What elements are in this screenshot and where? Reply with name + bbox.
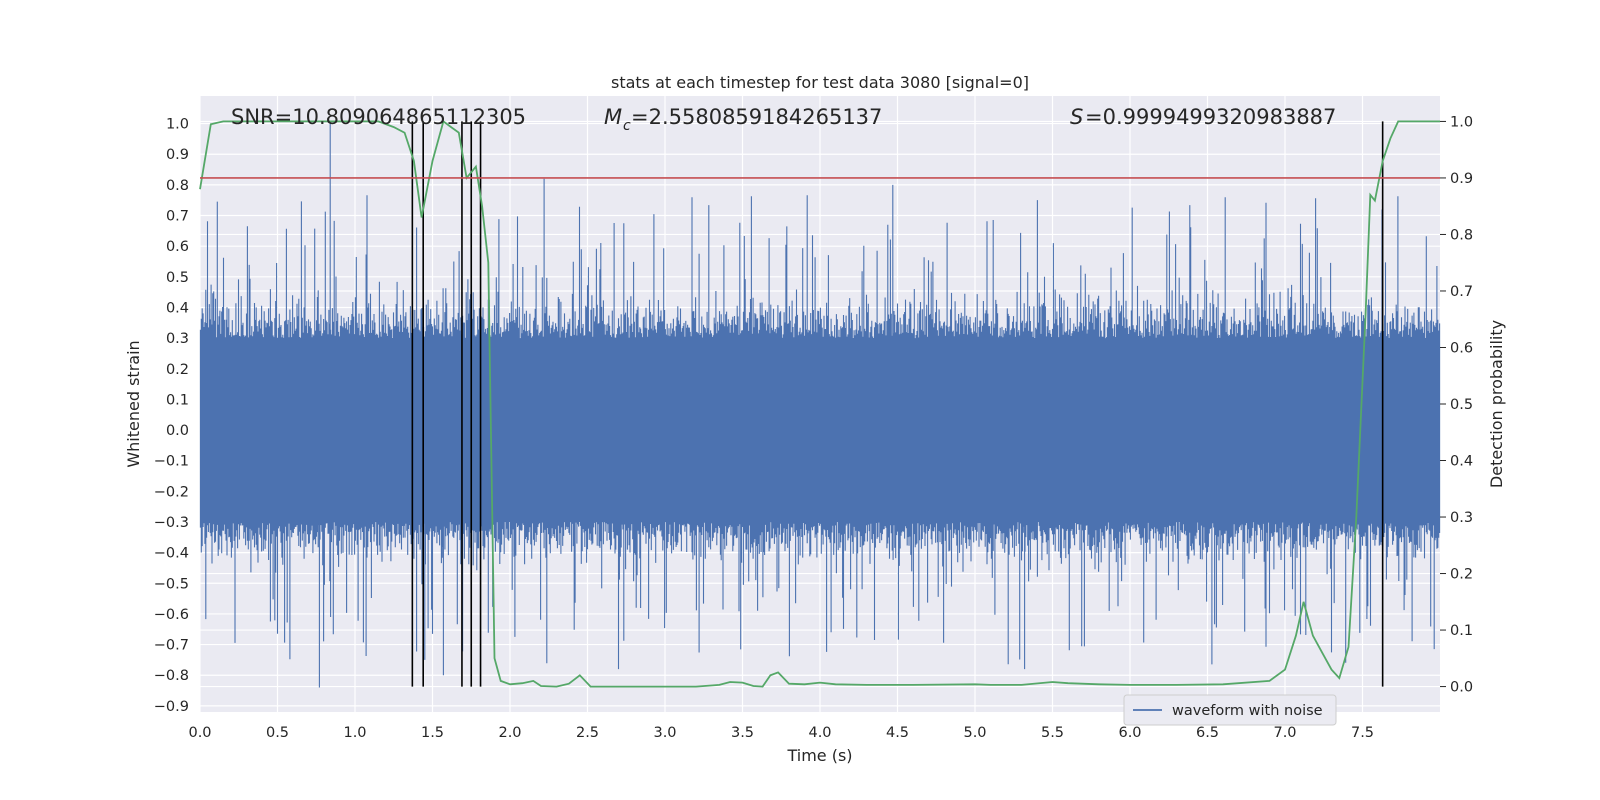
y-right-tick-label: 0.4 [1450,454,1473,470]
x-axis-label: Time (s) [786,746,852,765]
y-right-tick-label: 0.8 [1450,227,1473,243]
y-tick-label: 0.6 [166,239,189,255]
chirp-mass-annotation: M c =2.5580859184265137 [604,105,882,134]
chart-title: stats at each timestep for test data 308… [611,73,1029,92]
y-right-tick-label: 0.5 [1450,397,1473,413]
y-tick-label: −0.9 [154,699,189,715]
waveform-line [199,123,1441,688]
y-tick-label: 1.0 [166,117,189,133]
x-tick-label: 2.0 [498,725,521,741]
legend: waveform with noise [1123,694,1337,726]
y-tick-label: 0.3 [166,331,189,347]
series-detection-probability [199,119,1440,688]
snr-annotation: SNR=10.809064865112305 [231,105,526,129]
y-tick-label: −0.6 [154,607,189,623]
x-tick-label: 3.5 [731,725,754,741]
x-tick-label: 5.0 [963,725,986,741]
y-tick-label: −0.7 [154,638,189,654]
y-right-tick-label: 0.0 [1450,680,1473,696]
s-value: =0.9999499320983887 [1085,105,1336,129]
x-tick-label: 0.0 [188,725,211,741]
x-tick-label: 3.0 [653,725,676,741]
y-right-tick-label: 0.1 [1450,623,1473,639]
detection-probability-line [199,119,1440,688]
y-tick-label: 0.0 [166,423,189,439]
svg-text:c: c [623,118,631,134]
chirp-mass-value: =2.5580859184265137 [631,105,882,129]
y-right-tick-label: 1.0 [1450,114,1473,130]
y-tick-label: −0.3 [154,515,189,531]
x-tick-label: 6.0 [1118,725,1141,741]
x-tick-label: 4.0 [808,725,831,741]
y-tick-label: 0.5 [166,270,189,286]
legend-label-waveform: waveform with noise [1172,703,1323,719]
x-tick-label: 7.0 [1273,725,1296,741]
y-right-tick-label: 0.7 [1450,284,1473,300]
x-tick-label: 6.5 [1196,725,1219,741]
y-tick-label: −0.2 [154,484,189,500]
y-right-tick-label: 0.6 [1450,340,1473,356]
y-right-axis-ticks: 1.0 0.9 0.8 0.7 0.6 0.5 0.4 0.3 0.2 0.1 0.0 [1440,114,1473,696]
vertical-markers [411,121,1384,687]
x-tick-label: 2.5 [576,725,599,741]
x-axis-ticks: 0.0 0.5 1.0 1.5 2.0 2.5 3.0 3.5 4.0 4.5 5.0 5.5 6.0 6… [188,725,1374,741]
y-tick-label: −0.1 [154,454,189,470]
series-waveform-with-noise [199,123,1441,688]
y-tick-label: 0.9 [166,147,189,163]
x-tick-label: 5.5 [1041,725,1064,741]
x-tick-label: 4.5 [886,725,909,741]
s-annotation: S =0.9999499320983887 [1070,105,1336,129]
svg-text:S: S [1070,105,1083,129]
y-right-tick-label: 0.3 [1450,510,1473,526]
y-tick-label: 0.1 [166,392,189,408]
x-tick-label: 1.0 [343,725,366,741]
y-tick-label: −0.8 [154,668,189,684]
legend-box [1123,694,1337,726]
svg-text:M: M [604,105,622,129]
y-right-tick-label: 0.2 [1450,567,1473,583]
y-axis-ticks: 1.0 0.9 0.8 0.7 0.6 0.5 0.4 0.3 0.2 0.1 0.0 −0.1 −0.… [154,117,189,715]
y-right-axis-label: Detection probability [1487,320,1506,488]
y-tick-label: 0.7 [166,209,189,225]
x-tick-label: 7.5 [1351,725,1374,741]
y-tick-label: −0.4 [154,546,189,562]
y-tick-label: 0.2 [166,362,189,378]
y-axis-label: Whitened strain [124,340,143,467]
x-tick-label: 0.5 [266,725,289,741]
y-tick-label: −0.5 [154,576,189,592]
x-tick-label: 1.5 [421,725,444,741]
y-tick-label: 0.4 [166,300,189,316]
y-right-tick-label: 0.9 [1450,171,1473,187]
y-tick-label: 0.8 [166,178,189,194]
